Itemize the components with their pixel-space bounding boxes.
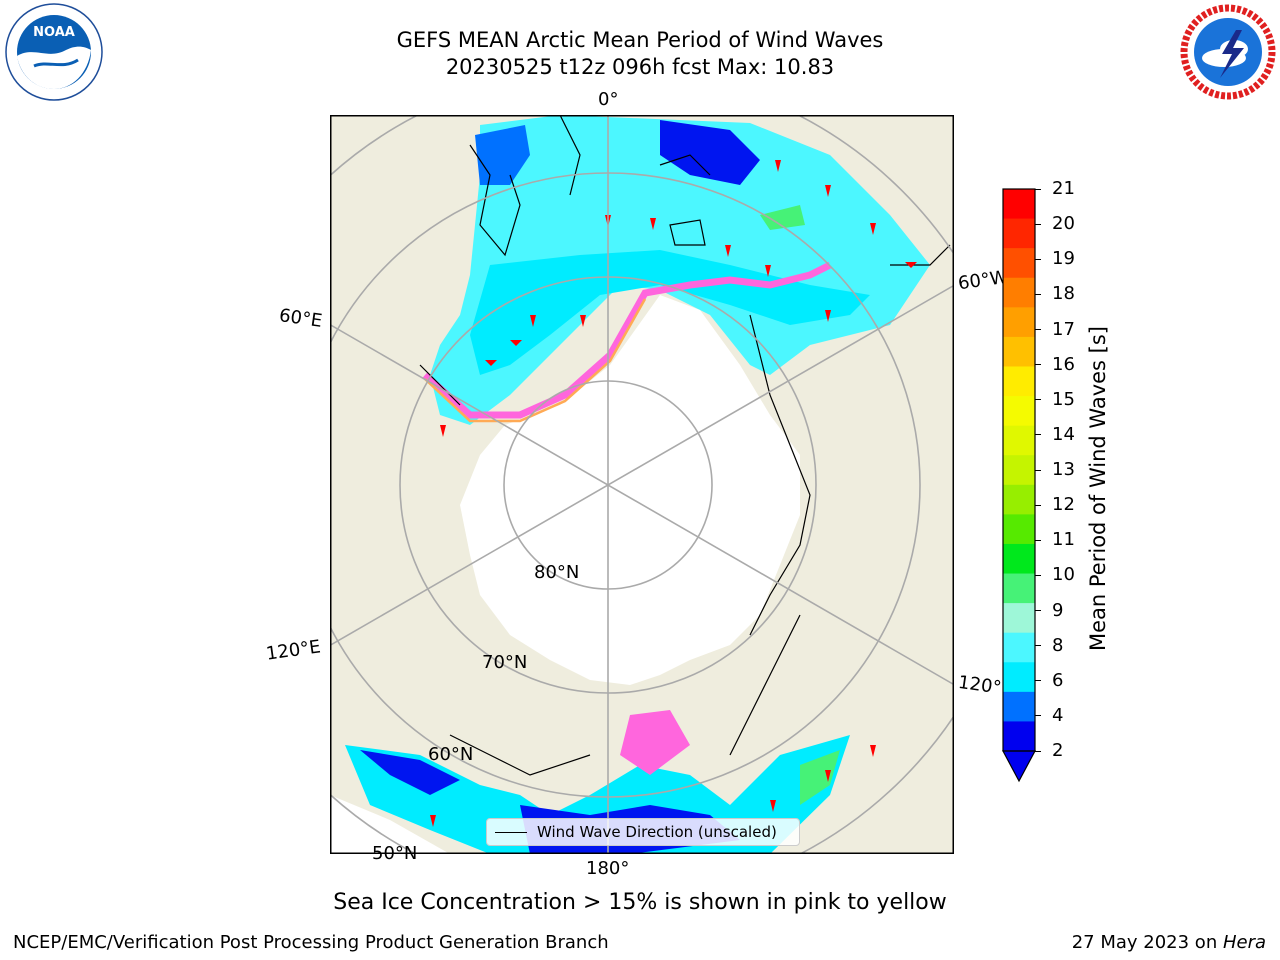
colorbar-tick-mark	[1035, 750, 1041, 752]
colorbar-tick-mark	[1035, 469, 1041, 471]
colorbar-segment	[1003, 307, 1035, 338]
colorbar-segment	[1003, 543, 1035, 575]
arctic-ice-area	[460, 295, 800, 685]
colorbar-tick-mark	[1035, 539, 1041, 541]
colorbar-tick-mark	[1035, 329, 1041, 330]
colorbar	[1002, 188, 1036, 783]
ocean-dark-blue-patch	[660, 120, 760, 185]
lat-label-70n: 70°N	[482, 652, 528, 673]
legend-line-marker	[495, 832, 527, 833]
footer-host: Hera	[1222, 932, 1266, 953]
colorbar-tick-label: 8	[1052, 634, 1064, 656]
colorbar-segment	[1003, 514, 1035, 545]
colorbar-tick-label: 16	[1052, 353, 1075, 375]
map-legend: Wind Wave Direction (unscaled)	[486, 818, 800, 846]
colorbar-segment	[1003, 189, 1035, 220]
colorbar-tick-mark	[1035, 258, 1041, 260]
colorbar-segment	[1003, 484, 1035, 515]
lon-label-120e: 120°E	[264, 636, 322, 665]
legend-label: Wind Wave Direction (unscaled)	[537, 823, 777, 841]
wind-arrows	[430, 160, 917, 827]
footer-date: 27 May 2023 on Hera	[1072, 932, 1266, 953]
colorbar-tick-label: 6	[1052, 669, 1064, 691]
colorbar-tick-mark	[1035, 434, 1041, 436]
colorbar-tick-label: 20	[1052, 213, 1075, 235]
colorbar-tick-label: 2	[1052, 740, 1064, 761]
chart-subtitle: 20230525 t12z 096h fcst Max: 10.83	[445, 55, 835, 79]
colorbar-tick-mark	[1035, 645, 1041, 647]
colorbar-segment	[1003, 632, 1035, 663]
chart-title: GEFS MEAN Arctic Mean Period of Wind Wav…	[396, 28, 884, 52]
colorbar-segment	[1003, 366, 1035, 397]
colorbar-tick-label: 4	[1052, 704, 1064, 726]
lat-label-50n: 50°N	[372, 843, 418, 864]
lon-label-180: 180°	[586, 858, 630, 879]
colorbar-tick-label: 10	[1052, 564, 1075, 586]
lat-label-60n: 60°N	[428, 744, 474, 765]
colorbar-tick-label: 9	[1052, 599, 1064, 621]
noaa-logo-text: NOAA	[33, 25, 75, 40]
colorbar-segment	[1003, 691, 1035, 722]
colorbar-tick-label: 11	[1052, 529, 1075, 551]
sea-ice-caption: Sea Ice Concentration > 15% is shown in …	[333, 890, 947, 915]
colorbar-tick-label: 17	[1052, 318, 1075, 340]
lat-label-80n: 80°N	[534, 562, 580, 583]
colorbar-tick-mark	[1035, 574, 1041, 576]
sea-ice-edge	[422, 261, 832, 419]
footer-date-text: 27 May 2023 on	[1071, 932, 1223, 953]
footer-credit: NCEP/EMC/Verification Post Processing Pr…	[13, 932, 609, 953]
colorbar-segment	[1003, 248, 1035, 279]
colorbar-segment	[1003, 277, 1035, 308]
colorbar-tick-label: 13	[1052, 459, 1075, 480]
ocean-pacific-dark-blue	[360, 750, 460, 795]
colorbar-tick-mark	[1035, 364, 1041, 366]
colorbar-tick-label: 15	[1052, 388, 1075, 410]
colorbar-tick-mark	[1035, 715, 1041, 717]
colorbar-tick-label: 14	[1052, 423, 1075, 445]
colorbar-segment	[1003, 396, 1035, 427]
colorbar-tick-mark	[1035, 680, 1041, 682]
colorbar-segment	[1003, 425, 1035, 456]
colorbar-tick-label: 19	[1052, 248, 1075, 270]
colorbar-segment	[1003, 662, 1035, 693]
map-frame	[330, 115, 954, 854]
colorbar-tick-label: 18	[1052, 283, 1075, 305]
noaa-logo: NOAA	[5, 3, 103, 101]
ocean-blue-patch-west	[475, 125, 530, 185]
colorbar-tick-mark	[1035, 610, 1041, 611]
graticule	[330, 115, 954, 854]
colorbar-segment	[1003, 336, 1035, 367]
colorbar-segment	[1003, 603, 1035, 634]
colorbar-tick-mark	[1035, 188, 1041, 190]
colorbar-segment	[1003, 721, 1035, 752]
colorbar-segment	[1003, 218, 1035, 249]
lon-label-60e: 60°E	[277, 305, 324, 332]
colorbar-tick-label: 21	[1052, 178, 1075, 199]
ocean-green-patch	[760, 205, 805, 230]
colorbar-segment	[1003, 455, 1035, 486]
polar-map	[330, 115, 954, 854]
colorbar-tick-label: 12	[1052, 494, 1075, 516]
colorbar-tick-mark	[1035, 399, 1041, 401]
nws-logo	[1180, 4, 1276, 100]
lon-label-0: 0°	[598, 89, 619, 110]
colorbar-tick-mark	[1035, 293, 1041, 295]
colorbar-extend-triangle	[1002, 750, 1036, 783]
colorbar-label: Mean Period of Wind Waves [s]	[1086, 326, 1110, 651]
ocean-white-bottom-left	[330, 795, 450, 854]
colorbar-tick-mark	[1035, 223, 1041, 225]
ocean-pacific-green	[800, 750, 840, 805]
colorbar-tick-mark	[1035, 504, 1041, 506]
colorbar-segment	[1003, 573, 1035, 604]
